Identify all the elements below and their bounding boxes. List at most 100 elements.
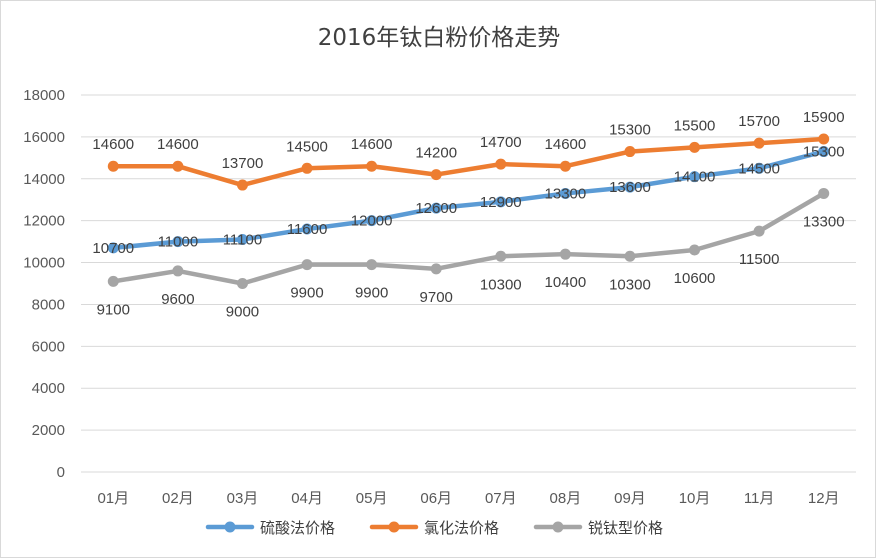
data-label: 11600	[287, 221, 328, 238]
legend-label: 锐钛型价格	[588, 519, 663, 537]
data-point	[107, 275, 119, 287]
data-label: 9900	[290, 285, 323, 302]
series-line	[111, 149, 826, 251]
data-label: 14700	[480, 134, 522, 151]
data-label: 14600	[545, 136, 587, 153]
legend-marker	[224, 521, 236, 533]
data-label: 11500	[739, 251, 780, 268]
x-tick-label: 11月	[744, 490, 775, 507]
data-label: 13300	[545, 185, 587, 202]
data-point	[818, 146, 830, 158]
data-label: 11100	[223, 232, 263, 249]
x-axis: 01月 02月 03月 04月 05月 06月 07月 08月 09月 10月 11月 12月	[97, 490, 839, 507]
data-point	[172, 236, 184, 248]
y-tick-label: 14000	[23, 171, 65, 188]
data-point	[301, 259, 313, 271]
data-point	[753, 225, 765, 237]
data-point	[689, 171, 701, 183]
data-point	[818, 187, 830, 199]
series-line	[111, 191, 826, 286]
data-label: 9100	[97, 301, 130, 318]
data-point	[366, 215, 378, 227]
data-label: 13700	[222, 155, 264, 172]
data-point	[430, 169, 442, 181]
series-2	[107, 133, 830, 191]
data-label: 9000	[226, 304, 259, 321]
data-point	[689, 244, 701, 256]
data-point	[236, 234, 248, 246]
x-tick-label: 09月	[614, 490, 646, 507]
data-point	[753, 162, 765, 174]
data-point	[495, 196, 507, 208]
data-label: 15900	[803, 109, 845, 126]
chart-title: 2016年钛白粉价格走势	[318, 25, 561, 51]
data-label: 11000	[158, 234, 199, 251]
y-tick-label: 6000	[32, 338, 65, 355]
data-label: 12600	[415, 200, 457, 217]
data-label: 10300	[480, 276, 522, 293]
y-axis: 0 2000 4000 6000 8000 10000 12000 14000 16000 180…	[23, 87, 65, 481]
data-label: 10300	[609, 276, 651, 293]
y-tick-label: 8000	[32, 296, 65, 313]
data-label: 15300	[803, 144, 845, 161]
data-point	[430, 202, 442, 214]
legend-item: 锐钛型价格	[533, 519, 663, 537]
data-point	[559, 187, 571, 199]
data-label: 14600	[351, 136, 393, 153]
data-point	[366, 259, 378, 271]
x-tick-label: 02月	[162, 490, 194, 507]
data-label: 10700	[92, 240, 134, 257]
y-tick-label: 0	[57, 464, 65, 481]
y-tick-label: 18000	[23, 87, 65, 104]
data-label: 15700	[738, 113, 780, 130]
data-point	[107, 242, 119, 254]
data-label: 12000	[351, 213, 393, 230]
x-tick-label: 04月	[291, 490, 323, 507]
data-label: 14500	[286, 138, 328, 155]
legend-marker	[388, 521, 400, 533]
data-label: 12900	[480, 194, 522, 211]
data-label: 15500	[674, 117, 716, 134]
data-point	[236, 179, 248, 191]
x-tick-label: 03月	[227, 490, 259, 507]
legend-marker	[552, 521, 564, 533]
series-3	[107, 187, 830, 289]
legend-item: 氯化法价格	[369, 519, 499, 537]
data-point	[430, 263, 442, 275]
data-point	[624, 250, 636, 262]
data-point	[689, 141, 701, 153]
y-tick-label: 10000	[23, 255, 65, 272]
data-labels: 10700 11000 11100 11600 12000 12600 12900 13300…	[92, 109, 844, 321]
x-tick-label: 10月	[679, 490, 711, 507]
x-tick-label: 07月	[485, 490, 517, 507]
data-label: 10400	[545, 274, 587, 291]
data-label: 14600	[92, 136, 134, 153]
y-tick-label: 2000	[32, 422, 65, 439]
data-point	[107, 160, 119, 172]
data-point	[495, 158, 507, 170]
y-tick-label: 4000	[32, 380, 65, 397]
data-point	[624, 181, 636, 193]
legend: 硫酸法价格 氯化法价格 锐钛型价格	[205, 519, 663, 537]
legend-label: 硫酸法价格	[260, 519, 335, 537]
series-group	[107, 133, 830, 289]
data-label: 14500	[738, 160, 780, 177]
data-point	[172, 265, 184, 277]
x-tick-label: 06月	[420, 490, 452, 507]
data-label: 9600	[161, 291, 194, 308]
data-point	[495, 250, 507, 262]
data-point	[559, 248, 571, 260]
data-point	[818, 133, 830, 145]
data-point	[753, 137, 765, 149]
series-line	[111, 136, 826, 188]
series-1	[107, 146, 830, 254]
data-point	[236, 278, 248, 289]
data-point	[366, 160, 378, 172]
data-label: 10600	[674, 270, 716, 287]
x-tick-label: 12月	[808, 490, 840, 507]
data-label: 14100	[674, 169, 716, 186]
data-point	[624, 146, 636, 158]
x-tick-label: 01月	[97, 490, 129, 507]
